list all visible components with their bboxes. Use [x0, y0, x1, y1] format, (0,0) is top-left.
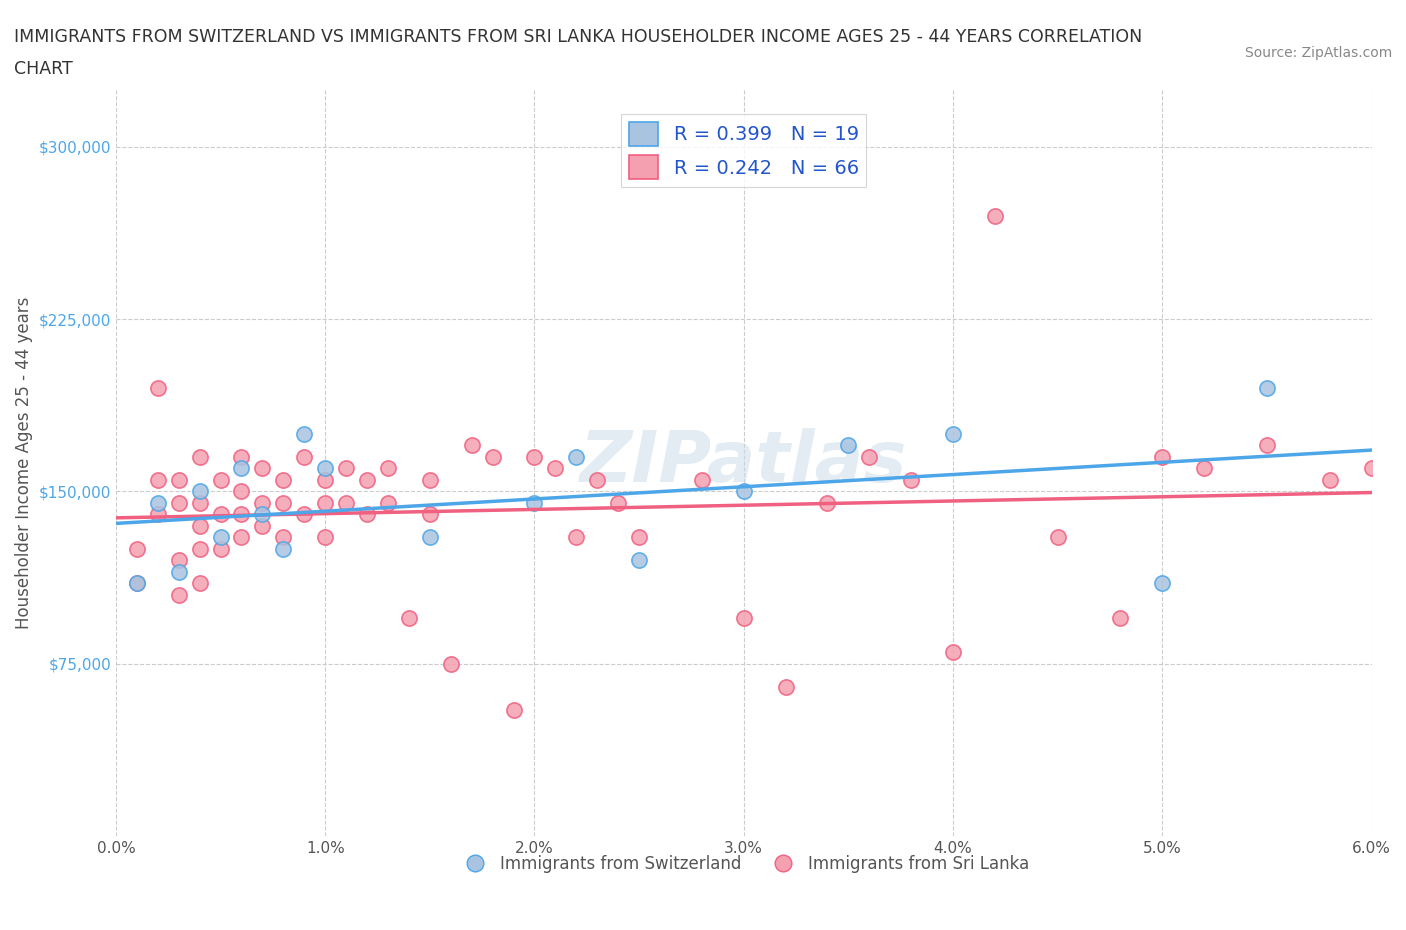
Point [440, 657, 463, 671]
Text: ZIPatlas: ZIPatlas [581, 428, 907, 498]
Point [356, 507, 378, 522]
Text: CHART: CHART [14, 60, 73, 78]
Point [252, 496, 274, 511]
Point [1256, 380, 1278, 395]
Point [146, 507, 169, 522]
Point [1319, 472, 1341, 487]
Point [252, 461, 274, 476]
Point [292, 427, 315, 442]
Point [419, 472, 441, 487]
Point [942, 427, 965, 442]
Point [628, 553, 651, 568]
Point [690, 472, 713, 487]
Point [419, 530, 441, 545]
Point [335, 496, 357, 511]
Point [273, 472, 295, 487]
Point [146, 496, 169, 511]
Point [125, 576, 148, 591]
Point [252, 518, 274, 533]
Point [209, 472, 232, 487]
Point [188, 541, 211, 556]
Point [209, 541, 232, 556]
Point [1109, 610, 1132, 625]
Point [314, 496, 336, 511]
Point [1361, 461, 1384, 476]
Point [1192, 461, 1215, 476]
Point [837, 438, 859, 453]
Point [628, 530, 651, 545]
Point [167, 588, 190, 603]
Point [167, 553, 190, 568]
Point [775, 679, 797, 694]
Point [188, 518, 211, 533]
Point [984, 208, 1007, 223]
Point [314, 461, 336, 476]
Point [607, 496, 630, 511]
Point [209, 507, 232, 522]
Point [209, 530, 232, 545]
Point [231, 530, 253, 545]
Point [942, 644, 965, 659]
Text: Source: ZipAtlas.com: Source: ZipAtlas.com [1244, 46, 1392, 60]
Point [167, 565, 190, 579]
Point [398, 610, 420, 625]
Point [900, 472, 922, 487]
Point [167, 496, 190, 511]
Point [523, 496, 546, 511]
Point [231, 507, 253, 522]
Point [231, 461, 253, 476]
Point [231, 484, 253, 498]
Point [356, 472, 378, 487]
Point [858, 449, 880, 464]
Point [1046, 530, 1069, 545]
Point [188, 449, 211, 464]
Point [188, 484, 211, 498]
Point [565, 449, 588, 464]
Point [817, 496, 839, 511]
Point [419, 507, 441, 522]
Point [125, 576, 148, 591]
Point [1152, 449, 1174, 464]
Point [377, 496, 399, 511]
Point [314, 472, 336, 487]
Point [586, 472, 609, 487]
Point [231, 449, 253, 464]
Point [502, 702, 524, 717]
Point [252, 507, 274, 522]
Point [273, 496, 295, 511]
Point [188, 576, 211, 591]
Point [314, 530, 336, 545]
Point [544, 461, 567, 476]
Point [273, 530, 295, 545]
Point [167, 472, 190, 487]
Point [733, 610, 755, 625]
Point [125, 541, 148, 556]
Point [146, 472, 169, 487]
Point [146, 380, 169, 395]
Point [292, 507, 315, 522]
Point [292, 449, 315, 464]
Point [335, 461, 357, 476]
Point [565, 530, 588, 545]
Point [377, 461, 399, 476]
Point [188, 496, 211, 511]
Point [273, 541, 295, 556]
Point [460, 438, 482, 453]
Point [481, 449, 503, 464]
Legend: Immigrants from Switzerland, Immigrants from Sri Lanka: Immigrants from Switzerland, Immigrants … [451, 848, 1036, 880]
Point [523, 449, 546, 464]
Text: IMMIGRANTS FROM SWITZERLAND VS IMMIGRANTS FROM SRI LANKA HOUSEHOLDER INCOME AGES: IMMIGRANTS FROM SWITZERLAND VS IMMIGRANT… [14, 28, 1142, 46]
Point [1256, 438, 1278, 453]
Point [733, 484, 755, 498]
Y-axis label: Householder Income Ages 25 - 44 years: Householder Income Ages 25 - 44 years [15, 297, 32, 629]
Point [1152, 576, 1174, 591]
